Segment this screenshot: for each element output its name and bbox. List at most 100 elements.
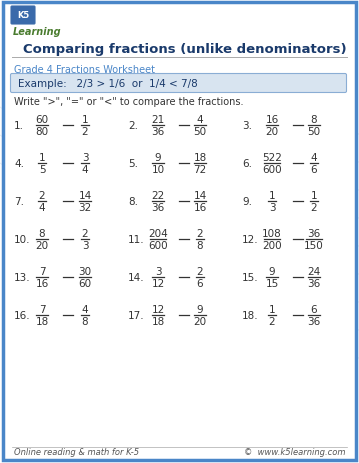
Text: 50: 50 <box>194 127 206 137</box>
Text: 16: 16 <box>194 202 207 213</box>
Text: 1: 1 <box>82 115 88 125</box>
Text: 4: 4 <box>39 202 45 213</box>
Text: 21: 21 <box>151 115 165 125</box>
Text: 2: 2 <box>311 202 317 213</box>
Text: 2: 2 <box>39 191 45 200</box>
Text: 12.: 12. <box>242 234 258 244</box>
Text: 2: 2 <box>197 266 203 276</box>
Text: 24: 24 <box>307 266 321 276</box>
Text: 7: 7 <box>39 304 45 314</box>
Text: 14: 14 <box>194 191 207 200</box>
Text: 9: 9 <box>197 304 203 314</box>
Text: 10.: 10. <box>14 234 31 244</box>
Text: 60: 60 <box>36 115 48 125</box>
Text: 150: 150 <box>304 240 324 250</box>
Text: 60: 60 <box>78 278 92 288</box>
Text: 3.: 3. <box>242 121 252 131</box>
Text: 2: 2 <box>82 127 88 137</box>
Text: 2.: 2. <box>128 121 138 131</box>
Text: 4: 4 <box>82 304 88 314</box>
Text: Grade 4 Fractions Worksheet: Grade 4 Fractions Worksheet <box>14 65 155 75</box>
Text: 3: 3 <box>82 153 88 163</box>
Text: 11.: 11. <box>128 234 145 244</box>
Text: Example:   2/3 > 1/6  or  1/4 < 7/8: Example: 2/3 > 1/6 or 1/4 < 7/8 <box>18 79 198 89</box>
FancyBboxPatch shape <box>11 7 35 25</box>
Text: 8.: 8. <box>128 197 138 206</box>
Text: 600: 600 <box>262 165 282 175</box>
Text: 6: 6 <box>311 165 317 175</box>
Text: 1: 1 <box>39 153 45 163</box>
Text: 1: 1 <box>311 191 317 200</box>
Text: 4: 4 <box>197 115 203 125</box>
Text: 15.: 15. <box>242 272 258 282</box>
Text: 13.: 13. <box>14 272 31 282</box>
Text: 12: 12 <box>151 304 165 314</box>
Text: 80: 80 <box>36 127 48 137</box>
Text: 1.: 1. <box>14 121 24 131</box>
Text: 18: 18 <box>36 316 48 326</box>
Text: 36: 36 <box>307 229 321 238</box>
Text: Learning: Learning <box>13 27 62 37</box>
Text: 8: 8 <box>82 316 88 326</box>
Text: 108: 108 <box>262 229 282 238</box>
Text: 1: 1 <box>269 191 275 200</box>
Text: 5.: 5. <box>128 159 138 169</box>
Text: 1: 1 <box>269 304 275 314</box>
Text: 2: 2 <box>269 316 275 326</box>
Text: 7.: 7. <box>14 197 24 206</box>
Text: 7: 7 <box>39 266 45 276</box>
Text: 2: 2 <box>197 229 203 238</box>
Text: 14: 14 <box>78 191 92 200</box>
Text: 36: 36 <box>151 202 165 213</box>
Text: 22: 22 <box>151 191 165 200</box>
Text: 36: 36 <box>307 278 321 288</box>
Text: ©  www.k5learning.com: © www.k5learning.com <box>244 448 346 457</box>
Text: 15: 15 <box>265 278 279 288</box>
Text: 6: 6 <box>311 304 317 314</box>
Text: 18.: 18. <box>242 310 258 320</box>
Text: 204: 204 <box>148 229 168 238</box>
Text: 9.: 9. <box>242 197 252 206</box>
Text: 20: 20 <box>36 240 48 250</box>
Text: 3: 3 <box>155 266 161 276</box>
Text: 2: 2 <box>82 229 88 238</box>
Text: 522: 522 <box>262 153 282 163</box>
Text: 10: 10 <box>151 165 164 175</box>
Text: 16: 16 <box>36 278 48 288</box>
Text: Write ">", "=" or "<" to compare the fractions.: Write ">", "=" or "<" to compare the fra… <box>14 97 243 107</box>
Text: 6: 6 <box>197 278 203 288</box>
Text: 16.: 16. <box>14 310 31 320</box>
FancyBboxPatch shape <box>10 75 346 94</box>
Text: 14.: 14. <box>128 272 145 282</box>
Text: K5: K5 <box>17 12 29 20</box>
Text: 8: 8 <box>311 115 317 125</box>
Text: 32: 32 <box>78 202 92 213</box>
Text: 4: 4 <box>82 165 88 175</box>
Text: 4.: 4. <box>14 159 24 169</box>
Text: Online reading & math for K-5: Online reading & math for K-5 <box>14 448 139 457</box>
FancyBboxPatch shape <box>3 3 356 460</box>
Text: 12: 12 <box>151 278 165 288</box>
Text: 18: 18 <box>194 153 207 163</box>
Text: 17.: 17. <box>128 310 145 320</box>
Text: 50: 50 <box>307 127 321 137</box>
Text: 36: 36 <box>151 127 165 137</box>
Text: 6.: 6. <box>242 159 252 169</box>
Text: 20: 20 <box>265 127 279 137</box>
Text: Comparing fractions (unlike denominators): Comparing fractions (unlike denominators… <box>23 44 347 56</box>
Text: 8: 8 <box>39 229 45 238</box>
Text: 9: 9 <box>155 153 161 163</box>
Text: 600: 600 <box>148 240 168 250</box>
Text: 3: 3 <box>82 240 88 250</box>
Text: 200: 200 <box>262 240 282 250</box>
Text: 36: 36 <box>307 316 321 326</box>
Text: 3: 3 <box>269 202 275 213</box>
Text: 4: 4 <box>311 153 317 163</box>
Text: 30: 30 <box>78 266 92 276</box>
Text: 20: 20 <box>194 316 206 326</box>
Text: 9: 9 <box>269 266 275 276</box>
Text: 72: 72 <box>194 165 207 175</box>
Text: 5: 5 <box>39 165 45 175</box>
Text: 8: 8 <box>197 240 203 250</box>
Text: 18: 18 <box>151 316 165 326</box>
